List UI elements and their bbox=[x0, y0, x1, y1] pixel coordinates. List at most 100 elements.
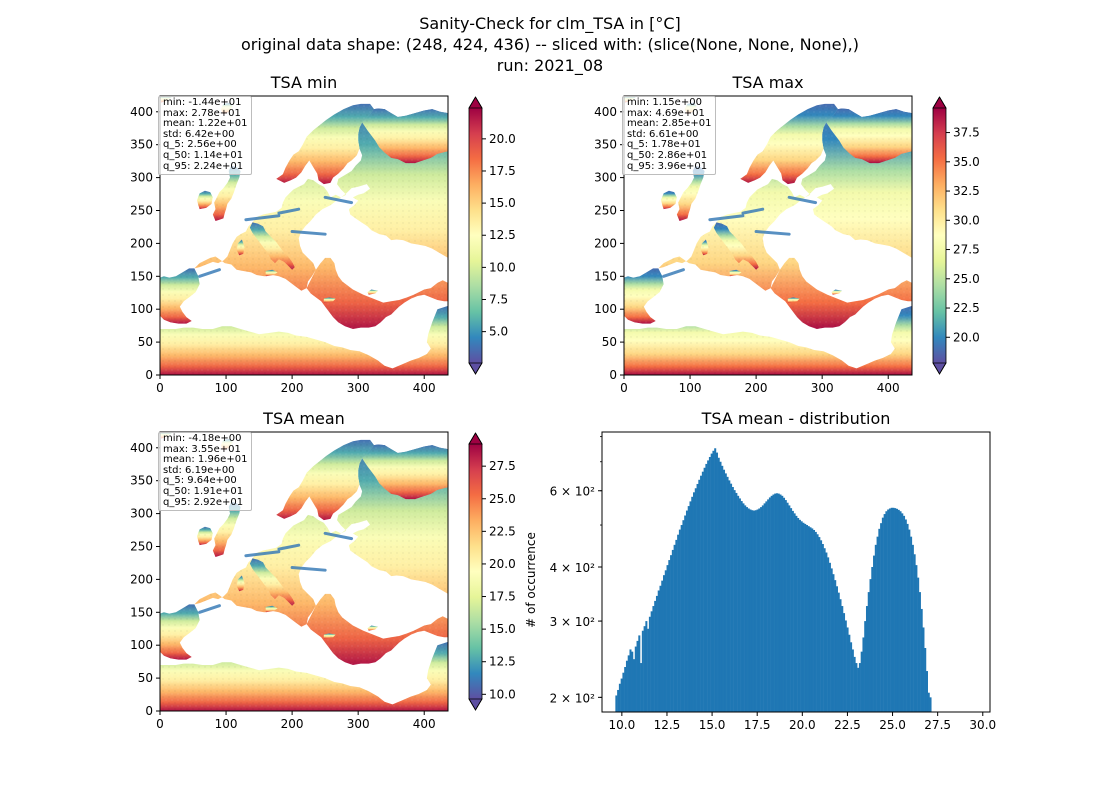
map-y-tick: 400 bbox=[130, 441, 160, 455]
map-title: TSA max bbox=[731, 73, 803, 92]
histogram-bar bbox=[710, 453, 713, 712]
histogram-bar bbox=[871, 566, 874, 712]
stats-line: max: 3.55e+01 bbox=[163, 443, 241, 455]
histogram-bar bbox=[860, 651, 863, 712]
map-y-tick: 250 bbox=[130, 203, 160, 217]
histogram-bar bbox=[770, 495, 773, 712]
histogram-bar bbox=[668, 560, 671, 712]
histogram-bar bbox=[858, 663, 861, 712]
histogram-bar bbox=[857, 667, 860, 712]
histogram-bar bbox=[767, 499, 770, 712]
colorbar-extend-min bbox=[932, 362, 947, 375]
histogram-bar bbox=[756, 509, 759, 712]
colorbar-extend-max bbox=[468, 432, 483, 445]
histogram-bar bbox=[733, 490, 736, 712]
histogram-bar bbox=[883, 514, 886, 712]
histogram-bar bbox=[922, 627, 925, 712]
histogram-bar bbox=[910, 536, 913, 712]
svg-text:200: 200 bbox=[745, 381, 768, 395]
colorbar-tick: 22.5 bbox=[482, 524, 516, 538]
map-y-tick: 150 bbox=[594, 269, 624, 283]
svg-text:350: 350 bbox=[594, 138, 617, 152]
histogram-bar bbox=[666, 565, 669, 712]
histogram-bar bbox=[682, 520, 685, 712]
histogram-bar bbox=[640, 663, 643, 712]
svg-text:350: 350 bbox=[130, 138, 153, 152]
map-panel-tsa-mean: 0 100 200 300 400 0 50 100 150 200 250 300 350 400 TSA… bbox=[130, 409, 516, 731]
map-frame bbox=[159, 431, 449, 712]
histogram-bar bbox=[807, 526, 810, 712]
histogram-y-tick: 4 × 10² bbox=[550, 561, 602, 575]
svg-text:400: 400 bbox=[130, 105, 153, 119]
colorbar-tick: 7.5 bbox=[482, 293, 508, 307]
svg-text:250: 250 bbox=[130, 539, 153, 553]
colorbar-tick: 12.5 bbox=[482, 655, 516, 669]
histogram-bar bbox=[703, 467, 706, 712]
colorbar-tick: 20.0 bbox=[946, 330, 980, 344]
histogram-bar bbox=[745, 507, 748, 712]
histogram-bar bbox=[760, 507, 763, 712]
histogram-bar bbox=[804, 523, 807, 712]
map-y-tick: 200 bbox=[130, 236, 160, 250]
svg-text:400: 400 bbox=[877, 381, 900, 395]
map-y-tick: 250 bbox=[594, 203, 624, 217]
histogram-bar bbox=[714, 448, 717, 712]
histogram-bar bbox=[899, 511, 902, 712]
histogram-bar bbox=[917, 577, 920, 712]
histogram-bar bbox=[634, 646, 637, 712]
svg-text:100: 100 bbox=[594, 302, 617, 316]
histogram-bar bbox=[693, 492, 696, 712]
svg-text:200: 200 bbox=[281, 717, 304, 731]
histogram-bar bbox=[837, 592, 840, 712]
svg-text:150: 150 bbox=[130, 605, 153, 619]
histogram-bar bbox=[924, 648, 927, 712]
histogram-bar bbox=[624, 667, 627, 712]
histogram-bar bbox=[744, 505, 747, 712]
svg-text:300: 300 bbox=[130, 171, 153, 185]
histogram-bar bbox=[901, 513, 904, 712]
histogram-x-tick: 15.0 bbox=[699, 712, 725, 732]
histogram-bar bbox=[786, 502, 789, 712]
map-y-tick: 150 bbox=[130, 269, 160, 283]
suptitle-line-2: original data shape: (248, 424, 436) -- … bbox=[241, 35, 859, 54]
colorbar: 5.0 7.5 10.0 12.5 15.0 17.5 20.0 bbox=[468, 96, 516, 375]
histogram-bar bbox=[687, 506, 690, 712]
stats-line: max: 2.78e+01 bbox=[163, 107, 241, 119]
histogram-bar bbox=[828, 562, 831, 712]
histogram-bar bbox=[728, 480, 731, 712]
histogram-bar bbox=[903, 515, 906, 712]
map-x-tick: 100 bbox=[679, 375, 702, 395]
colorbar-tick: 27.5 bbox=[482, 459, 516, 473]
map-x-tick: 0 bbox=[620, 375, 628, 395]
svg-text:200: 200 bbox=[130, 572, 153, 586]
histogram-bar bbox=[685, 510, 688, 712]
svg-text:0: 0 bbox=[156, 381, 164, 395]
histogram-bar bbox=[730, 483, 733, 712]
histogram-bar bbox=[735, 492, 738, 712]
histogram-bar bbox=[927, 692, 930, 712]
histogram-frame bbox=[601, 431, 991, 713]
map-y-tick: 300 bbox=[130, 171, 160, 185]
svg-text:150: 150 bbox=[594, 269, 617, 283]
map-y-tick: 50 bbox=[602, 335, 624, 349]
svg-text:22.5: 22.5 bbox=[953, 301, 980, 315]
histogram-bar bbox=[835, 586, 838, 712]
histogram-bars bbox=[615, 448, 932, 712]
histogram-bar bbox=[726, 476, 729, 712]
histogram-bar bbox=[885, 511, 888, 712]
histogram-bar bbox=[620, 678, 623, 712]
map-y-tick: 200 bbox=[130, 572, 160, 586]
stats-box-tsa-mean: min: -4.18e+00 max: 3.55e+01 mean: 1.96e+0… bbox=[158, 432, 253, 512]
histogram-bar bbox=[862, 637, 865, 712]
svg-text:5.0: 5.0 bbox=[489, 325, 508, 339]
histogram-bar bbox=[855, 663, 858, 712]
map-frame bbox=[623, 95, 913, 376]
svg-text:10.0: 10.0 bbox=[608, 718, 635, 732]
histogram-bar bbox=[873, 555, 876, 712]
stats-line: q_50: 2.86e+01 bbox=[627, 149, 708, 161]
histogram-bar bbox=[761, 505, 764, 712]
histogram-bar bbox=[663, 575, 666, 712]
svg-text:10.0: 10.0 bbox=[489, 260, 516, 274]
histogram-bar bbox=[643, 626, 646, 712]
histogram-bar bbox=[800, 521, 803, 712]
